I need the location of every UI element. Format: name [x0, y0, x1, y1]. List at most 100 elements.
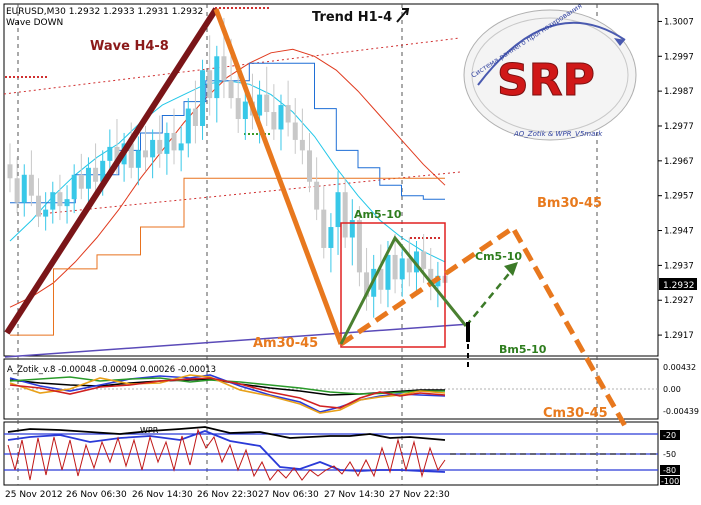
price-bar — [14, 157, 20, 214]
wave-m30-line — [213, 8, 344, 345]
price-bar — [185, 98, 191, 158]
price-bar — [342, 178, 348, 248]
time-tick-label: 26 Nov 22:30 — [197, 490, 258, 500]
price-bar — [171, 108, 177, 165]
indicator1-tick-bottom: -0.00439 — [663, 407, 699, 416]
price-tick-label: 1.3007 — [664, 17, 694, 27]
wpr-tick-20: -20 — [663, 431, 676, 440]
level-lines — [3, 7, 471, 358]
price-bar — [264, 66, 270, 126]
price-bar — [349, 199, 355, 266]
wpr-tick-100: -100 — [661, 477, 679, 486]
highlight-box — [340, 222, 446, 348]
price-tick-label: 1.2917 — [664, 331, 694, 341]
wpr-tick-bg-80 — [660, 465, 680, 475]
price-bar — [307, 132, 313, 193]
price-tick-label: 1.2987 — [664, 87, 694, 97]
wpr-tick-bg-20 — [660, 430, 680, 440]
time-tick-label: 27 Nov 22:30 — [389, 490, 450, 500]
current-price-tag — [659, 278, 697, 290]
price-bar — [335, 171, 341, 255]
price-bar — [392, 234, 398, 294]
price-bar — [328, 213, 334, 273]
label-wave-h4-8: Wave H4-8 — [90, 39, 169, 54]
indicator1-tick-top: 0.00432 — [663, 363, 696, 372]
logo-letters: SRP — [497, 55, 595, 106]
price-bar — [364, 247, 370, 311]
current-price-label: 1.2932 — [663, 281, 695, 291]
price-bar — [192, 80, 198, 144]
price-bar — [207, 35, 213, 116]
price-bars — [7, 17, 448, 318]
price-bar — [164, 122, 170, 175]
price-bar — [142, 125, 148, 172]
label-trend-h1-4: Trend H1-4 — [312, 10, 392, 25]
price-bar — [71, 164, 77, 214]
price-bar — [413, 240, 419, 294]
price-bar — [292, 98, 298, 154]
price-bar — [299, 108, 305, 165]
price-bar — [150, 129, 156, 179]
price-bar — [271, 84, 277, 140]
indicator1-tick-zero: 0.00 — [663, 385, 681, 394]
price-bar — [428, 247, 434, 301]
price-bar — [7, 143, 13, 193]
time-tick-label: 27 Nov 14:30 — [324, 490, 385, 500]
time-tick-label: 27 Nov 06:30 — [258, 490, 319, 500]
time-tick-label: 25 Nov 2012 — [5, 490, 63, 500]
price-bar — [93, 143, 99, 193]
price-bar — [178, 125, 184, 172]
label-bm30-45: Bm30-45 — [537, 196, 602, 211]
price-bar — [399, 244, 405, 297]
price-bar — [21, 164, 27, 217]
symbol-header: EURUSD,M30 1.2932 1.2933 1.2931 1.2932 — [6, 7, 203, 17]
price-tick-label: 1.2947 — [664, 227, 694, 237]
indicator2-title: WPR — [140, 426, 159, 435]
price-bar — [214, 45, 220, 123]
label-cm30-45: Cm30-45 — [543, 406, 608, 421]
moving-average-ma-orange-step — [10, 177, 445, 336]
price-bar — [128, 122, 134, 179]
price-bar — [285, 80, 291, 137]
price-tick-label: 1.2937 — [664, 261, 694, 271]
price-bar — [242, 87, 248, 140]
price-bar — [78, 153, 84, 200]
wave-m5-arrowhead — [504, 262, 518, 276]
wave-m30-projection — [339, 224, 628, 428]
srp-logo: Система раннего прогнозирования SRP AO_Z… — [463, 2, 637, 141]
wave-direction-label: Wave DOWN — [6, 18, 63, 28]
indicator1-title: A_Zotik_v.8 -0.00048 -0.00094 0.00026 -0… — [7, 365, 216, 375]
moving-average-ma-red — [9, 48, 446, 308]
price-bar — [50, 181, 56, 224]
price-axis: 1.3007 1.2997 1.2987 1.2977 1.2967 1.2957 1.29… — [658, 17, 694, 341]
price-bar — [64, 185, 70, 224]
indicator2-lines — [4, 426, 658, 481]
label-am30-45: Am30-45 — [253, 336, 318, 351]
price-bar — [57, 174, 63, 221]
label-bm5-10: Bm5-10 — [499, 343, 547, 356]
wave-m5-projection — [465, 269, 513, 327]
wpr-tick-50: -50 — [663, 450, 676, 459]
price-bar — [321, 185, 327, 259]
price-tick-label: 1.2977 — [664, 122, 694, 132]
price-bar — [157, 115, 163, 168]
indicator1-lines — [4, 374, 658, 414]
price-tick-label: 1.2927 — [664, 296, 694, 306]
time-tick-label: 26 Nov 14:30 — [132, 490, 193, 500]
label-cm5-10: Cm5-10 — [475, 250, 522, 263]
wpr-tick-80: -80 — [663, 466, 676, 475]
trend-arrow-icon — [396, 8, 410, 23]
price-bar — [85, 157, 91, 203]
price-tick-label: 1.2997 — [664, 52, 694, 62]
price-bar — [406, 237, 412, 287]
price-bar — [200, 59, 206, 140]
wave-h4-line — [4, 7, 219, 335]
wave-m5-line — [339, 235, 468, 345]
label-am5-10: Am5-10 — [354, 208, 402, 221]
price-tick-label: 1.2957 — [664, 192, 694, 202]
price-tick-label: 1.2967 — [664, 157, 694, 167]
price-bar — [43, 192, 49, 231]
price-bar — [278, 94, 284, 151]
price-bar — [378, 244, 384, 304]
